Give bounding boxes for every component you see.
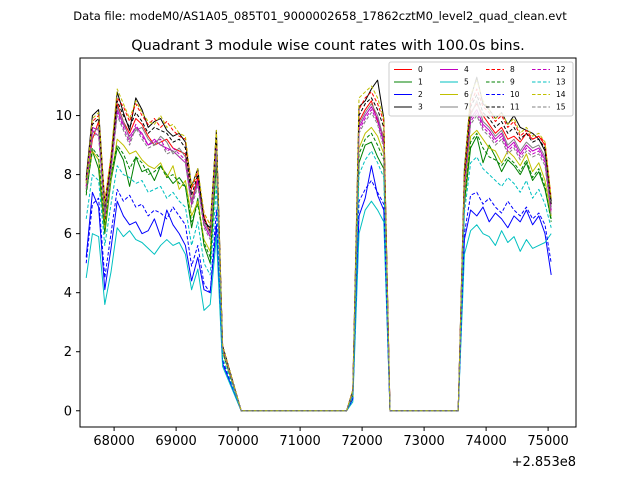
x-tick-label: 75000 [527,434,568,449]
legend-label-9: 9 [510,78,515,87]
y-tick-label: 0 [64,404,72,419]
series-line-14 [85,79,552,412]
legend-label-0: 0 [418,65,423,74]
series-layer [85,76,552,412]
legend-label-5: 5 [464,78,469,87]
y-tick-label: 8 [64,168,72,183]
legend-label-2: 2 [418,90,423,99]
legend-label-6: 6 [464,90,469,99]
axes-frame [79,57,577,428]
x-offset-label: +2.853e8 [512,455,576,470]
legend-label-4: 4 [464,65,469,74]
y-tick-label: 10 [55,109,72,124]
legend-label-11: 11 [510,103,520,112]
legend-label-7: 7 [464,103,469,112]
x-tick-label: 72000 [341,434,382,449]
x-tick-label: 70000 [217,434,258,449]
series-line-13 [85,150,552,412]
series-line-4 [85,106,552,412]
series-line-5 [85,200,552,412]
x-tick-label: 74000 [465,434,506,449]
x-tick-label: 69000 [155,434,196,449]
legend-label-10: 10 [510,90,520,99]
series-line-3 [85,76,552,412]
ticks-layer: 68000 69000 70000 71000 72000 73000 74000 75000… [55,109,568,449]
legend-label-3: 3 [418,103,423,112]
legend-label-8: 8 [510,65,515,74]
legend-label-15: 15 [556,103,566,112]
legend-label-12: 12 [556,65,566,74]
x-tick-label: 68000 [93,434,134,449]
y-tick-label: 6 [64,227,72,242]
legend-label-13: 13 [556,78,566,87]
y-tick-label: 4 [64,286,72,301]
y-tick-label: 2 [64,345,72,360]
legend-label-14: 14 [556,90,566,99]
chart-suptitle: Data file: modeM0/AS1A05_085T01_90000026… [73,9,567,23]
legend-box [388,61,574,117]
chart-title: Quadrant 3 module wise count rates with … [131,38,525,54]
x-tick-label: 71000 [279,434,320,449]
legend-label-1: 1 [418,78,423,87]
series-line-6 [85,126,552,412]
series-line-0 [85,100,552,412]
series-line-15 [85,112,552,412]
series-line-2 [85,165,552,412]
series-line-1 [85,135,552,412]
series-line-10 [85,180,552,412]
series-line-7 [85,100,552,412]
x-tick-label: 73000 [403,434,444,449]
series-line-9 [85,132,552,412]
